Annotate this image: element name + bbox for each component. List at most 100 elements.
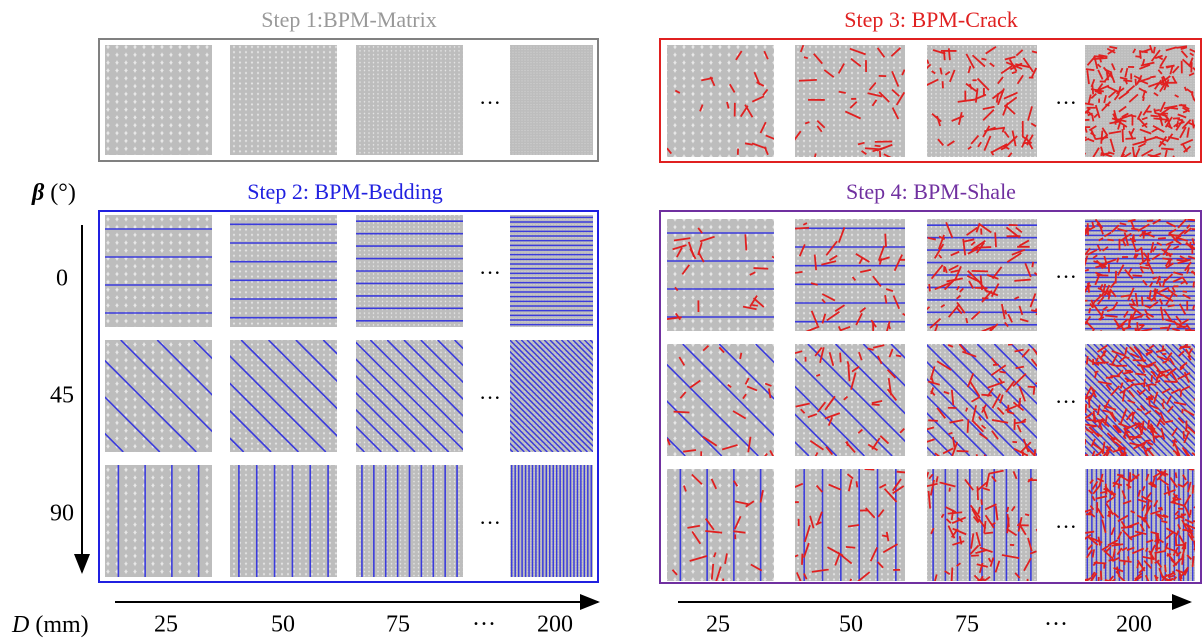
crack [1140, 247, 1144, 262]
crack [1182, 106, 1191, 113]
crack [927, 236, 937, 241]
crack [1143, 518, 1151, 529]
crack [1172, 155, 1175, 157]
crack [744, 377, 750, 385]
crack [1144, 574, 1150, 581]
crack [985, 473, 991, 488]
crack [886, 369, 897, 379]
crack [1128, 389, 1135, 398]
crack [1158, 418, 1166, 426]
crack [872, 146, 886, 153]
d-symbol: D [11, 612, 29, 638]
crack [1183, 86, 1188, 92]
crack [1193, 398, 1195, 402]
crack [884, 233, 887, 247]
crack [975, 531, 982, 547]
crack [1091, 495, 1096, 502]
crack [1014, 572, 1021, 579]
specimen [667, 469, 774, 581]
crack [749, 295, 758, 308]
crack [957, 98, 976, 103]
crack [1183, 568, 1189, 576]
crack [1144, 547, 1149, 552]
crack [1092, 147, 1100, 157]
crack [1191, 556, 1195, 568]
crack [1131, 412, 1135, 423]
crack [1121, 490, 1127, 500]
bedding-line [510, 419, 543, 452]
crack [1085, 355, 1089, 365]
crack [1134, 572, 1143, 581]
crack [1123, 79, 1133, 83]
crack [1103, 404, 1117, 411]
crack [1158, 477, 1170, 486]
crack [983, 454, 986, 456]
crack [1171, 286, 1176, 293]
specimen [927, 45, 1037, 157]
crack [927, 78, 939, 86]
crack [1094, 271, 1104, 277]
crack [1111, 224, 1120, 233]
crack [879, 483, 887, 489]
crack [1130, 298, 1136, 306]
crack [943, 390, 950, 395]
bedding-line [230, 382, 300, 452]
crack [837, 63, 845, 74]
crack [1171, 570, 1176, 576]
crack [927, 59, 930, 65]
crack [800, 408, 806, 414]
crack [980, 499, 983, 506]
bedding-line [1138, 344, 1195, 401]
crack [1163, 105, 1178, 110]
crack [795, 501, 799, 504]
crack [709, 76, 716, 87]
specimen-matrix [230, 340, 337, 452]
crack [1119, 67, 1124, 73]
specimen [795, 344, 905, 456]
crack [1138, 87, 1148, 94]
crack [1094, 275, 1100, 286]
specimen [105, 45, 212, 155]
crack [857, 141, 865, 146]
crack [995, 93, 1000, 103]
crack [1180, 103, 1190, 110]
crack [1150, 297, 1155, 302]
bedding-line [993, 344, 1037, 388]
crack [1119, 382, 1124, 389]
crack [990, 151, 995, 156]
crack [987, 557, 992, 563]
crack [1012, 471, 1018, 480]
crack [1085, 426, 1087, 430]
crack [886, 321, 891, 331]
crack [1177, 417, 1185, 424]
crack [724, 553, 728, 564]
crack [1181, 446, 1189, 456]
crack [1158, 538, 1165, 544]
crack [1089, 536, 1103, 544]
bedding-line [835, 344, 905, 415]
crack [1033, 271, 1037, 276]
step3-box [659, 38, 1202, 163]
crack [1129, 473, 1140, 483]
bedding-line [510, 430, 531, 452]
crack [928, 283, 931, 292]
crack [1004, 309, 1008, 315]
bedding-line [549, 340, 593, 385]
crack [867, 347, 874, 351]
crack [974, 88, 979, 103]
crack [1104, 546, 1112, 554]
crack [1159, 326, 1168, 330]
crack [876, 47, 886, 58]
crack [934, 324, 939, 331]
crack [1150, 114, 1159, 118]
bedding-line [572, 340, 593, 362]
crack [858, 351, 863, 361]
crack [1110, 490, 1116, 498]
crack [1099, 293, 1104, 297]
crack [939, 481, 956, 488]
crack [1031, 261, 1035, 268]
crack [970, 134, 980, 145]
bedding-line [1085, 425, 1115, 456]
crack [674, 286, 679, 292]
crack [1191, 119, 1195, 129]
